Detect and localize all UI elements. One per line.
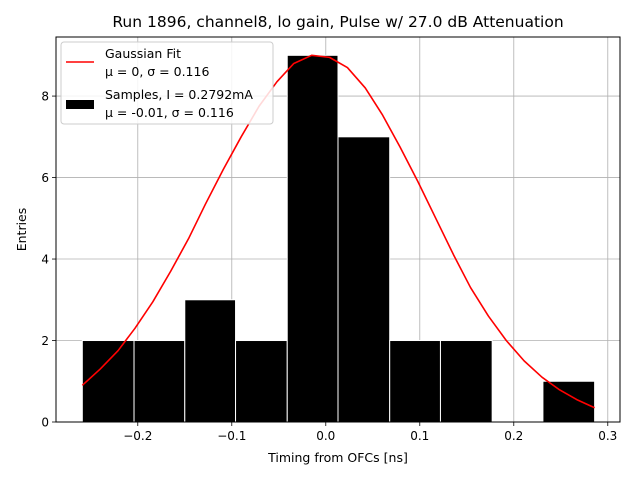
x-tick-label: 0.2: [504, 429, 523, 443]
legend-samples-label: Samples, I = 0.2792mA: [105, 87, 253, 102]
histogram-bar: [337, 136, 391, 423]
histogram-bar: [133, 340, 186, 423]
histogram-bar: [286, 54, 339, 423]
histogram-bar: [542, 380, 596, 423]
legend-samples-swatch: [66, 100, 94, 109]
histogram-bar: [184, 299, 237, 423]
y-tick-label: 2: [41, 334, 49, 348]
x-tick-label: 0.3: [598, 429, 617, 443]
histogram-bar: [235, 340, 288, 423]
x-tick-label: 0.0: [316, 429, 335, 443]
legend-box: [60, 41, 274, 125]
x-tick-label: −0.2: [123, 429, 152, 443]
y-tick-label: 6: [41, 171, 49, 185]
histogram-bars: [81, 54, 596, 423]
x-tick-label: 0.1: [410, 429, 429, 443]
y-tick-label: 0: [41, 416, 49, 430]
legend: Gaussian Fit μ = 0, σ = 0.116 Samples, I…: [60, 41, 274, 125]
legend-fit-stats: μ = 0, σ = 0.116: [105, 64, 209, 79]
plot-frame: [55, 36, 621, 423]
y-tick-label: 4: [41, 253, 49, 267]
y-axis-label: Entries: [14, 208, 29, 252]
legend-fit-label: Gaussian Fit: [105, 46, 181, 61]
histogram-bar: [389, 340, 441, 423]
x-axis-label: Timing from OFCs [ns]: [267, 450, 408, 465]
gaussian-fit-line: [81, 54, 595, 409]
histogram-bar: [439, 340, 493, 423]
legend-samples-stats: μ = -0.01, σ = 0.116: [105, 105, 234, 120]
x-tick-label: −0.1: [217, 429, 246, 443]
axis-ticks: −0.2 −0.1 0.0 0.1 0.2 0.3 0 2 4 6 8: [41, 90, 617, 443]
chart-title: Run 1896, channel8, lo gain, Pulse w/ 27…: [112, 13, 563, 31]
histogram-bar: [81, 340, 135, 423]
y-tick-label: 8: [41, 90, 49, 104]
fit-curve-layer: [81, 54, 595, 409]
